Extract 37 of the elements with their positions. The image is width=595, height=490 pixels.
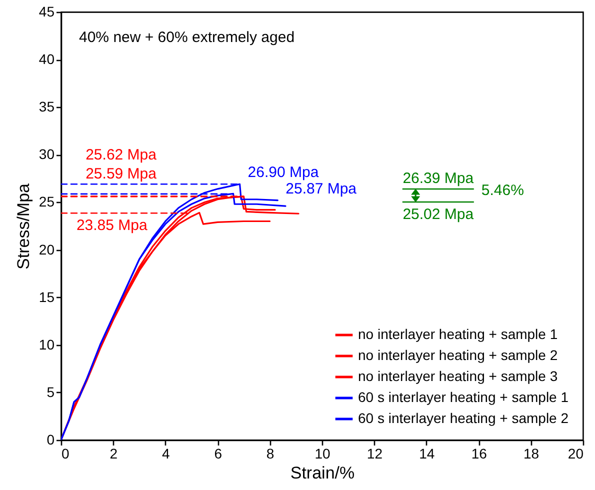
annotation: 25.62 Mpa: [86, 146, 158, 164]
y-tick-label: 15: [38, 288, 55, 305]
annotation: 26.39 Mpa: [402, 170, 474, 187]
annotation: 23.85 Mpa: [76, 217, 148, 234]
legend-label: no interlayer heating + sample 1: [358, 326, 558, 342]
y-tick-label: 10: [38, 336, 55, 352]
y-tick-label: 35: [38, 98, 55, 115]
y-tick-label: 0: [46, 432, 55, 448]
annotation: 25.59 Mpa: [86, 166, 158, 183]
legend-label: 60 s interlayer heating + sample 2: [358, 410, 569, 426]
annotation: 40% new + 60% extremely aged: [79, 29, 295, 46]
y-tick-label: 5: [46, 384, 55, 400]
x-tick-label: 12: [366, 446, 383, 462]
y-tick-label: 45: [38, 4, 55, 20]
annotation: 26.90 Mpa: [248, 164, 320, 182]
x-tick-label: 0: [62, 446, 70, 462]
x-tick-label: 10: [314, 446, 330, 462]
x-tick-label: 20: [568, 446, 584, 462]
x-tick-label: 14: [419, 446, 435, 462]
y-tick-label: 30: [38, 146, 55, 162]
x-tick-label: 8: [266, 446, 274, 462]
x-tick-label: 18: [524, 446, 540, 462]
annotation: 5.46%: [481, 182, 524, 200]
x-axis-title: Strain/%: [290, 464, 355, 482]
annotation: 25.87 Mpa: [286, 180, 358, 198]
annotation: 25.02 Mpa: [402, 206, 474, 224]
y-axis-title: Stress/Mpa: [14, 182, 33, 270]
x-tick-label: 6: [214, 446, 222, 462]
legend-label: no interlayer heating + sample 3: [358, 368, 558, 384]
x-tick-label: 2: [110, 446, 118, 462]
x-tick-label: 4: [162, 446, 170, 462]
legend-label: no interlayer heating + sample 2: [358, 347, 558, 363]
legend-label: 60 s interlayer heating + sample 1: [358, 389, 569, 405]
y-tick-label: 20: [38, 241, 55, 258]
x-tick-label: 16: [471, 446, 488, 462]
y-tick-label: 25: [38, 194, 55, 210]
y-tick-label: 40: [38, 51, 55, 68]
